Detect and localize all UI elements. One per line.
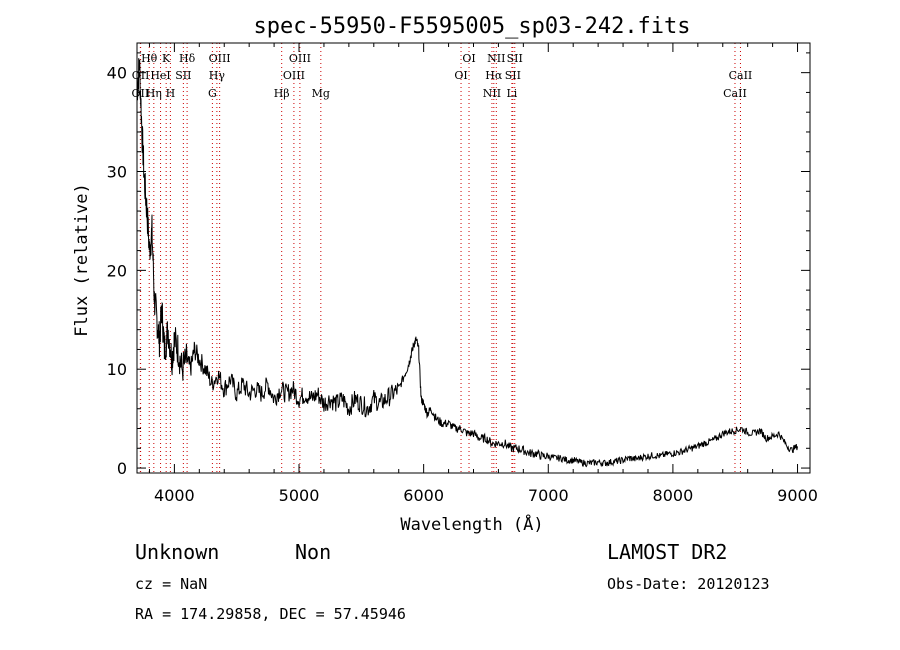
- spectral-line-label: OI: [454, 69, 467, 82]
- plot-frame: [136, 42, 811, 474]
- spectral-line-label: CaII: [729, 69, 753, 82]
- spectral-line-labels: OIIOIIHθHηHeIKHSIIHδGHγOIIIHβOIIIOIIIMgO…: [132, 52, 753, 100]
- spectral-line-label: CaII: [723, 87, 747, 100]
- spectral-line-label: Hθ: [141, 52, 158, 65]
- spectral-line-label: Hβ: [274, 87, 290, 100]
- x-tick-label: 7000: [528, 486, 569, 505]
- object-class: Unknown: [135, 540, 219, 564]
- spectral-line-label: Mg: [312, 87, 330, 100]
- spectral-line-label: SII: [175, 69, 191, 82]
- spectral-line-label: OIII: [283, 69, 305, 82]
- spectral-line-label: SII: [507, 52, 523, 65]
- spectral-line-label: OIII: [289, 52, 311, 65]
- x-tick-label: 4000: [154, 486, 195, 505]
- spectral-line-label: NII: [487, 52, 505, 65]
- y-axis-label: Flux (relative): [72, 183, 92, 337]
- spectral-line-label: H: [166, 87, 176, 100]
- x-tick-label: 9000: [777, 486, 818, 505]
- x-axis-ticks: 4000 5000 6000 7000 8000 9000: [148, 43, 818, 505]
- spectral-line-label: Li: [506, 87, 517, 100]
- y-tick-label: 40: [107, 64, 127, 83]
- chart-title: spec-55950-F5595005_sp03-242.fits: [253, 14, 690, 39]
- x-tick-label: 8000: [653, 486, 694, 505]
- spectral-line-label: Hγ: [209, 69, 226, 82]
- x-tick-label: 5000: [279, 486, 320, 505]
- spectral-line-label: SII: [505, 69, 521, 82]
- spectral-line-label: Hδ: [179, 52, 196, 65]
- spectrum-series: [136, 58, 798, 468]
- y-tick-label: 0: [117, 459, 127, 478]
- observation-date: Obs-Date: 20120123: [607, 575, 770, 593]
- y-tick-label: 30: [107, 163, 127, 182]
- spectral-line-label: OIII: [209, 52, 231, 65]
- survey-name: LAMOST DR2: [607, 540, 727, 564]
- spectral-line-label: K: [162, 52, 171, 65]
- spectral-line-markers: [139, 43, 741, 473]
- spectral-line-label: NII: [483, 87, 501, 100]
- spectral-line-label: OII: [132, 69, 150, 82]
- y-axis-ticks: 0 10 20 30 40: [107, 52, 810, 478]
- spectral-line-label: HeI: [150, 69, 170, 82]
- y-tick-label: 10: [107, 360, 127, 379]
- object-subclass: Non: [295, 540, 331, 564]
- y-tick-label: 20: [107, 261, 127, 280]
- redshift-cz: cz = NaN: [135, 575, 207, 593]
- x-tick-label: 6000: [403, 486, 444, 505]
- x-axis-label: Wavelength (Å): [400, 513, 543, 535]
- spectral-line-label: OI: [462, 52, 475, 65]
- spectral-line-label: G: [208, 87, 217, 100]
- sky-coordinates: RA = 174.29858, DEC = 57.45946: [135, 605, 406, 623]
- spectral-line-label: Hη: [146, 87, 162, 100]
- spectral-line-label: Hα: [485, 69, 503, 82]
